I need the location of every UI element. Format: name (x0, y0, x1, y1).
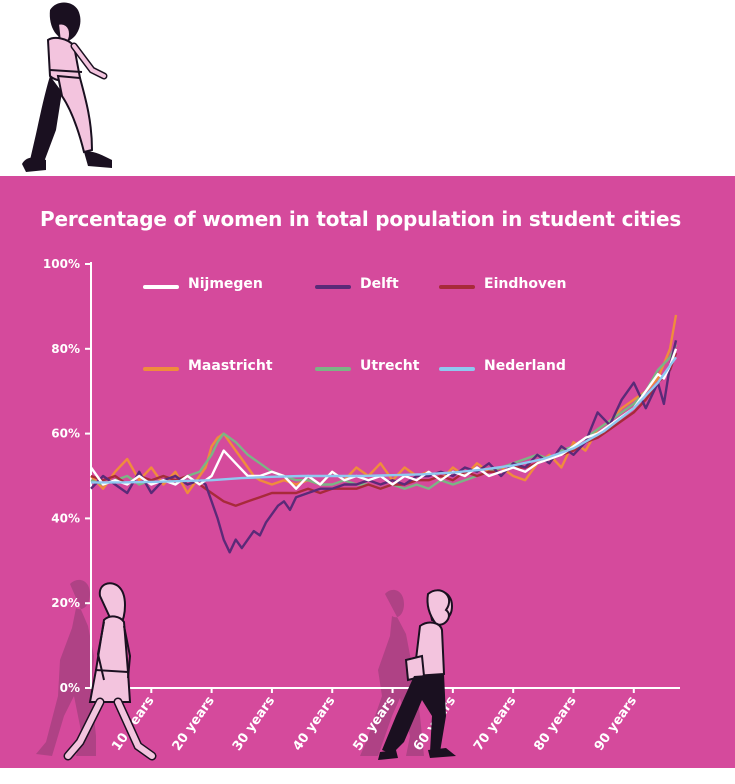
walking-woman-trousers-illustration (378, 589, 456, 760)
series-line-maastricht (90, 314, 678, 495)
chart-panel: 0% 20% 40% 60% 80% 100% 10 years 20 years 30 yea… (0, 176, 735, 768)
legend-label: Nederland (484, 358, 566, 374)
legend-item-nijmegen: Nijmegen (143, 276, 263, 292)
y-tick-label: 0% (60, 681, 80, 695)
legend-label: Delft (360, 276, 399, 292)
legend-item-nederland: Nederland (439, 358, 566, 374)
series-line-nijmegen (90, 348, 678, 490)
legend-item-eindhoven: Eindhoven (439, 276, 567, 292)
legend-label: Eindhoven (484, 276, 567, 292)
legend-item-utrecht: Utrecht (315, 358, 420, 374)
legend-label: Utrecht (360, 358, 420, 374)
walking-woman-illustration-top (22, 2, 112, 172)
chart-title: Percentage of women in total population … (40, 207, 682, 231)
legend-label: Nijmegen (188, 276, 263, 292)
walking-woman-dress-illustration (63, 582, 157, 761)
y-tick-label: 60% (51, 427, 80, 441)
chart-legend: Nijmegen Delft Eindhoven Maastricht Utrecht N… (143, 276, 567, 374)
y-tick-label: 40% (51, 511, 80, 525)
series-line-nederland (91, 356, 677, 484)
line-chart: 0%20%40%60%80%100%10 years 20 years 30 yea… (0, 176, 735, 768)
legend-item-maastricht: Maastricht (143, 358, 273, 374)
y-tick-label: 100% (43, 257, 80, 271)
legend-label: Maastricht (188, 358, 273, 374)
figure-silhouette (36, 579, 96, 756)
y-tick-label: 80% (51, 342, 80, 356)
y-tick-label: 20% (51, 596, 80, 610)
series-lines (90, 314, 678, 554)
figure-foreground (63, 582, 456, 761)
legend-item-delft: Delft (315, 276, 399, 292)
